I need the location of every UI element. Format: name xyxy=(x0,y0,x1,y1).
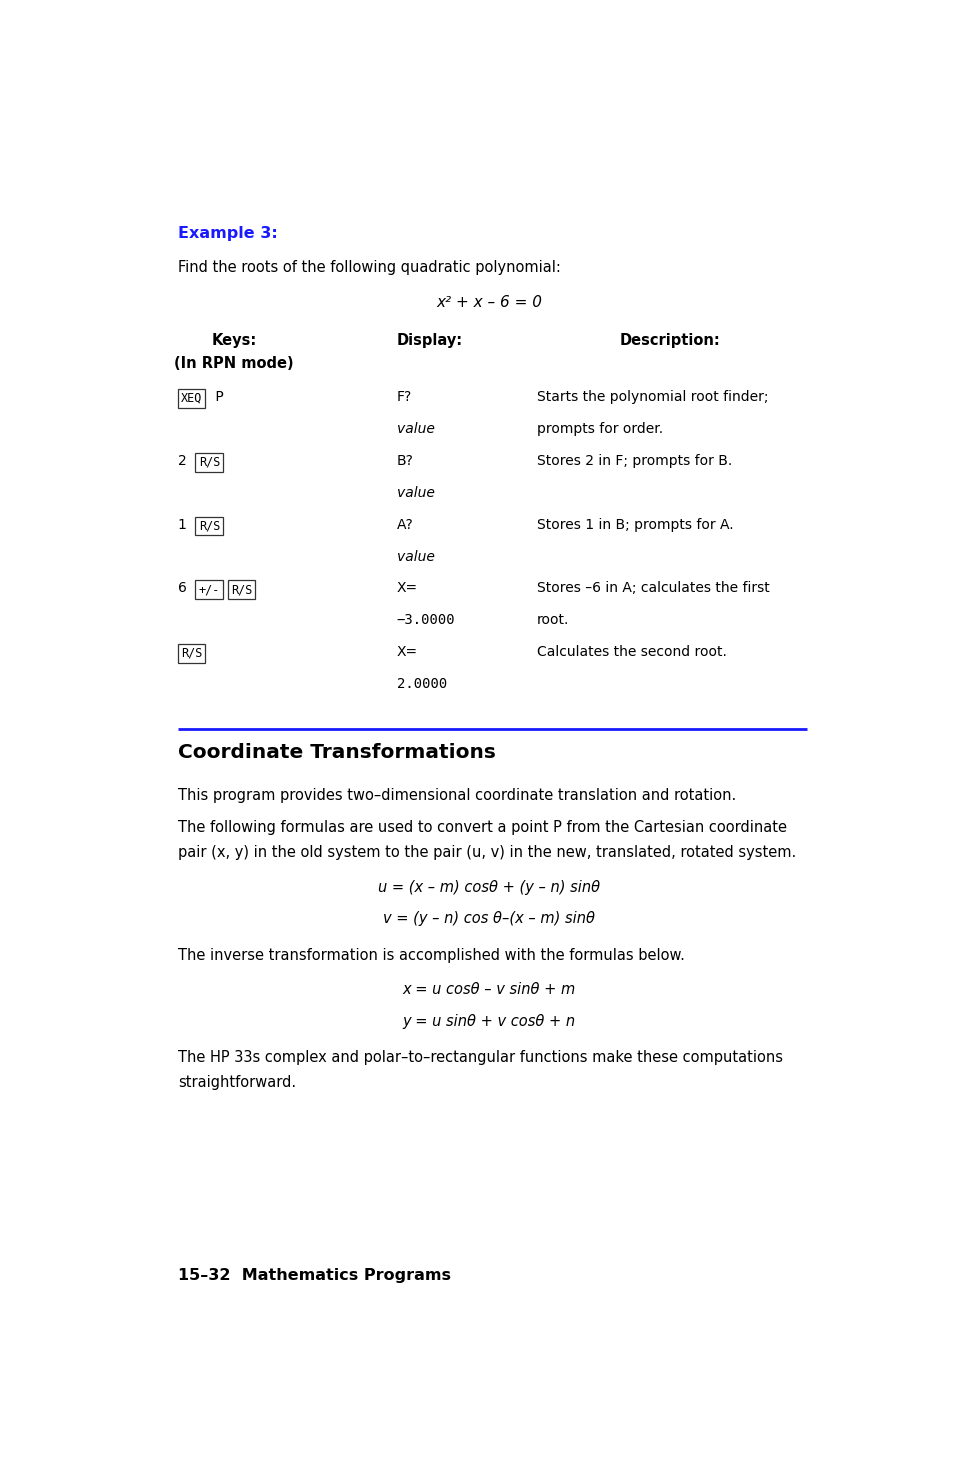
FancyBboxPatch shape xyxy=(228,581,255,599)
Text: Example 3:: Example 3: xyxy=(178,226,278,241)
Text: pair (x, y) in the old system to the pair (u, v) in the new, translated, rotated: pair (x, y) in the old system to the pai… xyxy=(178,845,796,860)
Text: Stores 2 in F; prompts for B.: Stores 2 in F; prompts for B. xyxy=(537,454,732,469)
Text: B?: B? xyxy=(396,454,413,469)
Text: The inverse transformation is accomplished with the formulas below.: The inverse transformation is accomplish… xyxy=(178,947,684,962)
Text: Display:: Display: xyxy=(396,333,462,349)
FancyBboxPatch shape xyxy=(177,644,205,662)
Text: The HP 33s complex and polar–to–rectangular functions make these computations: The HP 33s complex and polar–to–rectangu… xyxy=(178,1051,782,1066)
Text: value: value xyxy=(396,423,434,436)
Text: 2.0000: 2.0000 xyxy=(396,677,446,692)
Text: X=: X= xyxy=(396,644,417,659)
Text: This program provides two–dimensional coordinate translation and rotation.: This program provides two–dimensional co… xyxy=(178,788,736,804)
Text: −3.0000: −3.0000 xyxy=(396,613,455,627)
Text: Stores –6 in A; calculates the first: Stores –6 in A; calculates the first xyxy=(537,581,769,596)
FancyBboxPatch shape xyxy=(195,452,223,471)
Text: +/-: +/- xyxy=(198,584,220,596)
Text: 1: 1 xyxy=(178,517,192,532)
Text: Find the roots of the following quadratic polynomial:: Find the roots of the following quadrati… xyxy=(178,260,560,275)
Text: 15–32  Mathematics Programs: 15–32 Mathematics Programs xyxy=(178,1268,451,1283)
Text: X=: X= xyxy=(396,581,417,596)
Text: straightforward.: straightforward. xyxy=(178,1076,296,1091)
FancyBboxPatch shape xyxy=(177,389,205,408)
Text: Stores 1 in B; prompts for A.: Stores 1 in B; prompts for A. xyxy=(537,517,733,532)
Text: P: P xyxy=(211,390,223,403)
Text: Description:: Description: xyxy=(619,333,720,349)
Text: XEQ: XEQ xyxy=(181,392,202,405)
Text: F?: F? xyxy=(396,390,412,403)
Text: R/S: R/S xyxy=(198,455,220,469)
Text: Keys:: Keys: xyxy=(211,333,256,349)
FancyBboxPatch shape xyxy=(195,581,223,599)
Text: v = (y – n) cos θ–(x – m) sinθ: v = (y – n) cos θ–(x – m) sinθ xyxy=(382,912,595,927)
Text: 6: 6 xyxy=(178,581,192,596)
Text: u = (x – m) cosθ + (y – n) sinθ: u = (x – m) cosθ + (y – n) sinθ xyxy=(377,879,599,894)
Text: Calculates the second root.: Calculates the second root. xyxy=(537,644,726,659)
Text: prompts for order.: prompts for order. xyxy=(537,423,662,436)
Text: value: value xyxy=(396,486,434,500)
Text: x = u cosθ – v sinθ + m: x = u cosθ – v sinθ + m xyxy=(402,981,575,998)
Text: R/S: R/S xyxy=(181,647,202,659)
Text: Starts the polynomial root finder;: Starts the polynomial root finder; xyxy=(537,390,768,403)
Text: A?: A? xyxy=(396,517,413,532)
Text: y = u sinθ + v cosθ + n: y = u sinθ + v cosθ + n xyxy=(402,1014,575,1029)
Text: value: value xyxy=(396,550,434,563)
Text: x² + x – 6 = 0: x² + x – 6 = 0 xyxy=(436,294,541,309)
Text: 2: 2 xyxy=(178,454,192,469)
FancyBboxPatch shape xyxy=(195,516,223,535)
Text: R/S: R/S xyxy=(198,519,220,532)
Text: Coordinate Transformations: Coordinate Transformations xyxy=(178,743,496,763)
Text: (In RPN mode): (In RPN mode) xyxy=(173,356,294,371)
Text: R/S: R/S xyxy=(231,584,252,596)
Text: The following formulas are used to convert a point P from the Cartesian coordina: The following formulas are used to conve… xyxy=(178,820,786,835)
Text: root.: root. xyxy=(537,613,569,627)
